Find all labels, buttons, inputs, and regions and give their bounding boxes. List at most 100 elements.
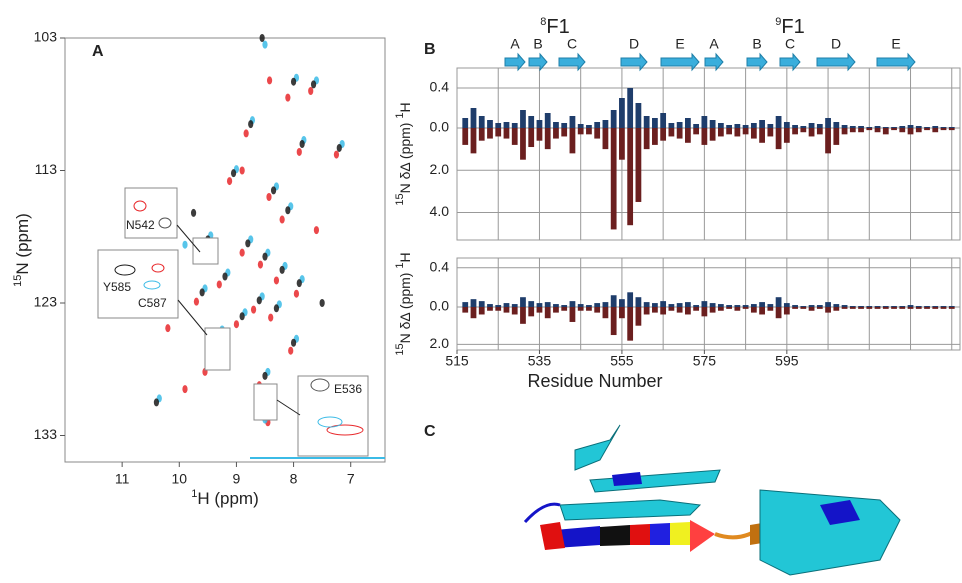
bar xyxy=(940,127,947,128)
inset-box xyxy=(192,237,219,265)
bar xyxy=(511,128,518,145)
bar xyxy=(742,305,749,307)
peak xyxy=(243,129,249,138)
bar xyxy=(907,125,914,128)
bar xyxy=(470,128,477,154)
peak xyxy=(313,226,320,235)
peak xyxy=(239,248,245,257)
strand-label: C xyxy=(567,36,577,52)
bar xyxy=(849,128,856,133)
bar xyxy=(610,307,617,336)
bar xyxy=(899,128,906,133)
bar xyxy=(594,122,601,128)
plot-frame xyxy=(456,257,961,351)
peak xyxy=(266,193,272,201)
bar xyxy=(816,307,823,309)
peak xyxy=(262,371,268,380)
peak xyxy=(239,312,245,321)
x-tick-label: 555 xyxy=(610,353,634,369)
domain-label: 8F1 xyxy=(540,16,569,38)
bar xyxy=(825,118,831,128)
bar xyxy=(726,307,733,309)
bar xyxy=(907,128,914,135)
inset-peak xyxy=(143,280,161,290)
strand-label: C xyxy=(785,36,795,52)
bar xyxy=(734,307,741,311)
peak xyxy=(308,87,314,95)
bar xyxy=(915,128,922,133)
bar xyxy=(684,128,691,143)
bar xyxy=(742,128,749,135)
bar xyxy=(783,128,790,143)
x-tick-label: 535 xyxy=(528,353,552,369)
peak xyxy=(279,215,285,224)
bar xyxy=(569,307,576,322)
peak xyxy=(285,93,291,102)
bar xyxy=(627,307,634,341)
bar xyxy=(915,307,922,309)
x-axis-label-part: 1 xyxy=(191,488,197,500)
bar xyxy=(520,128,526,160)
bar xyxy=(841,305,848,307)
bar xyxy=(932,307,939,309)
bar xyxy=(478,301,485,307)
bar xyxy=(767,304,774,307)
bar xyxy=(520,110,526,128)
bar xyxy=(800,306,807,307)
bar xyxy=(503,122,510,128)
bar xyxy=(775,128,782,150)
bar xyxy=(833,307,840,311)
peak xyxy=(239,166,245,175)
peak xyxy=(285,206,291,215)
y-axis-label-part: 1 xyxy=(394,263,406,269)
bar xyxy=(750,128,757,139)
bar xyxy=(891,128,897,131)
bar xyxy=(643,307,650,315)
bar xyxy=(668,128,675,137)
bar xyxy=(940,306,947,307)
strand-arrow xyxy=(746,52,768,72)
bar xyxy=(544,113,551,128)
bar xyxy=(643,128,650,150)
panel-label: C xyxy=(424,423,436,440)
bar xyxy=(619,299,625,307)
strand-label: D xyxy=(831,36,841,52)
x-tick-label: 515 xyxy=(445,353,469,369)
bar xyxy=(511,304,518,307)
bar xyxy=(948,127,955,128)
bar xyxy=(495,123,502,128)
bar xyxy=(610,110,617,128)
y-tick-label: 0.0 xyxy=(430,298,450,314)
bar xyxy=(619,307,625,319)
bar xyxy=(866,128,873,131)
bar xyxy=(759,307,765,315)
bar xyxy=(660,128,667,141)
strand-label: B xyxy=(533,36,542,52)
bar xyxy=(610,128,617,230)
inset-peak xyxy=(158,217,172,229)
inset-peak xyxy=(310,378,330,392)
bar xyxy=(759,302,765,307)
bar xyxy=(858,126,864,128)
bar xyxy=(816,124,823,128)
x-axis-label: Residue Number xyxy=(527,371,662,391)
bar xyxy=(874,306,881,307)
peak-label: N542 xyxy=(126,218,155,232)
bar xyxy=(627,88,634,128)
bar xyxy=(487,307,493,311)
bar xyxy=(858,128,864,133)
peak xyxy=(262,252,268,261)
bar xyxy=(487,304,493,307)
peak-label: Y585 xyxy=(103,280,131,294)
inset-peak xyxy=(114,264,136,276)
y-axis-label-part: N (ppm) xyxy=(13,213,32,274)
bar xyxy=(750,123,757,128)
peak xyxy=(290,338,297,347)
peak xyxy=(290,77,297,86)
bar xyxy=(759,128,765,143)
peak xyxy=(182,385,188,394)
bar xyxy=(915,306,922,307)
bar xyxy=(924,306,930,307)
bar xyxy=(833,128,840,145)
